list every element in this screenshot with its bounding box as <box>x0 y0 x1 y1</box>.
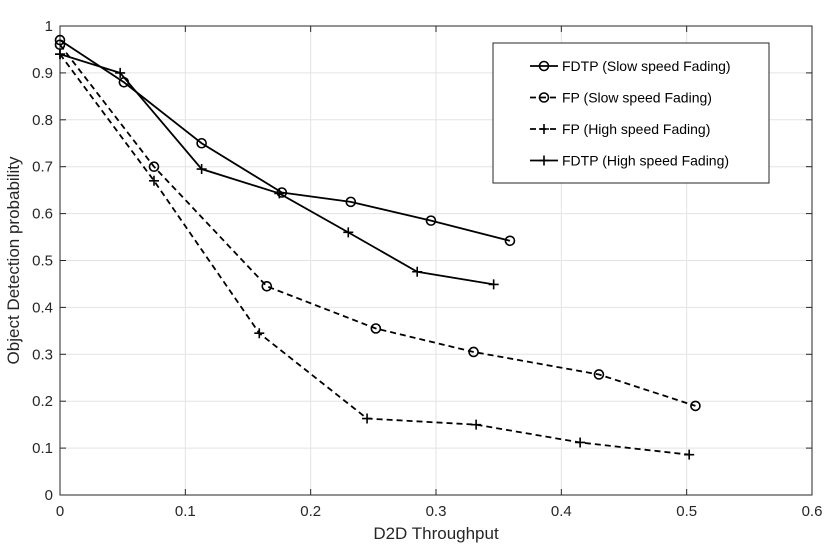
data-point <box>504 235 516 247</box>
x-tick-label: 0.6 <box>802 503 823 520</box>
data-point <box>468 346 479 358</box>
y-tick-label: 0.7 <box>32 159 53 176</box>
series-line <box>59 44 696 407</box>
axis-ticks: 0 0.1 0.2 0.3 0.4 0.5 0.6 0 0.1 0.2 0.3 0.4 0.5 0.6 0.… <box>32 18 822 520</box>
y-tick-label: 1 <box>45 18 53 35</box>
series-2 <box>54 39 701 412</box>
data-point <box>54 34 66 46</box>
data-point <box>425 215 437 226</box>
series-1 <box>54 34 516 247</box>
series-line <box>59 39 511 242</box>
y-tick-label: 0.6 <box>32 206 53 223</box>
data-point <box>362 413 373 424</box>
y-tick-label: 0.2 <box>32 393 53 410</box>
data-point <box>274 188 285 199</box>
x-axis-title: D2D Throughput <box>373 524 499 543</box>
x-tick-label: 0.2 <box>300 503 321 520</box>
data-point <box>345 196 357 208</box>
legend-label: FP (Slow speed Fading) <box>562 90 712 106</box>
legend-label: FP (High speed Fading) <box>562 121 710 137</box>
y-tick-label: 0 <box>45 487 53 504</box>
legend-item: FP (Slow speed Fading) <box>530 90 712 106</box>
series-group <box>54 34 701 460</box>
data-point <box>575 437 586 448</box>
y-tick-label: 0.5 <box>32 253 53 270</box>
legend-label: FDTP (High speed Fading) <box>562 153 729 169</box>
series-line <box>59 53 494 286</box>
legend-marker <box>538 92 550 103</box>
y-axis-title: Object Detection probability <box>4 156 23 364</box>
x-tick-label: 0.4 <box>551 503 572 520</box>
data-point <box>254 328 265 339</box>
data-point <box>196 137 207 149</box>
y-tick-label: 0.9 <box>32 65 53 82</box>
legend-item: FDTP (Slow speed Fading) <box>530 58 731 74</box>
series-4 <box>55 49 499 290</box>
data-point <box>370 323 382 334</box>
x-tick-label: 0.1 <box>175 503 196 520</box>
legend-item: FDTP (High speed Fading) <box>530 153 729 169</box>
legend-label: FDTP (Slow speed Fading) <box>562 58 731 74</box>
y-tick-label: 0.3 <box>32 346 53 363</box>
x-tick-label: 0.5 <box>676 503 697 520</box>
data-point <box>196 164 207 175</box>
legend-item: FP (High speed Fading) <box>530 121 710 137</box>
data-point <box>690 400 701 412</box>
legend-marker <box>538 60 550 72</box>
data-point <box>343 227 354 238</box>
x-tick-label: 0.3 <box>426 503 447 520</box>
legend-marker <box>539 155 549 166</box>
data-point <box>148 161 160 172</box>
data-point <box>488 279 499 290</box>
x-tick-label: 0 <box>56 503 64 520</box>
data-point <box>412 266 423 277</box>
data-point <box>593 369 605 380</box>
legend-marker <box>539 124 549 134</box>
data-point <box>471 419 482 430</box>
y-tick-label: 0.4 <box>32 299 53 316</box>
data-point <box>261 280 273 292</box>
legend: FDTP (Slow speed Fading) FP (Slow speed F… <box>492 42 770 184</box>
data-point <box>149 175 159 186</box>
y-tick-label: 0.8 <box>32 112 53 129</box>
y-tick-label: 0.1 <box>32 440 53 457</box>
data-point <box>55 49 65 60</box>
data-point <box>684 449 695 460</box>
data-point <box>115 67 126 78</box>
